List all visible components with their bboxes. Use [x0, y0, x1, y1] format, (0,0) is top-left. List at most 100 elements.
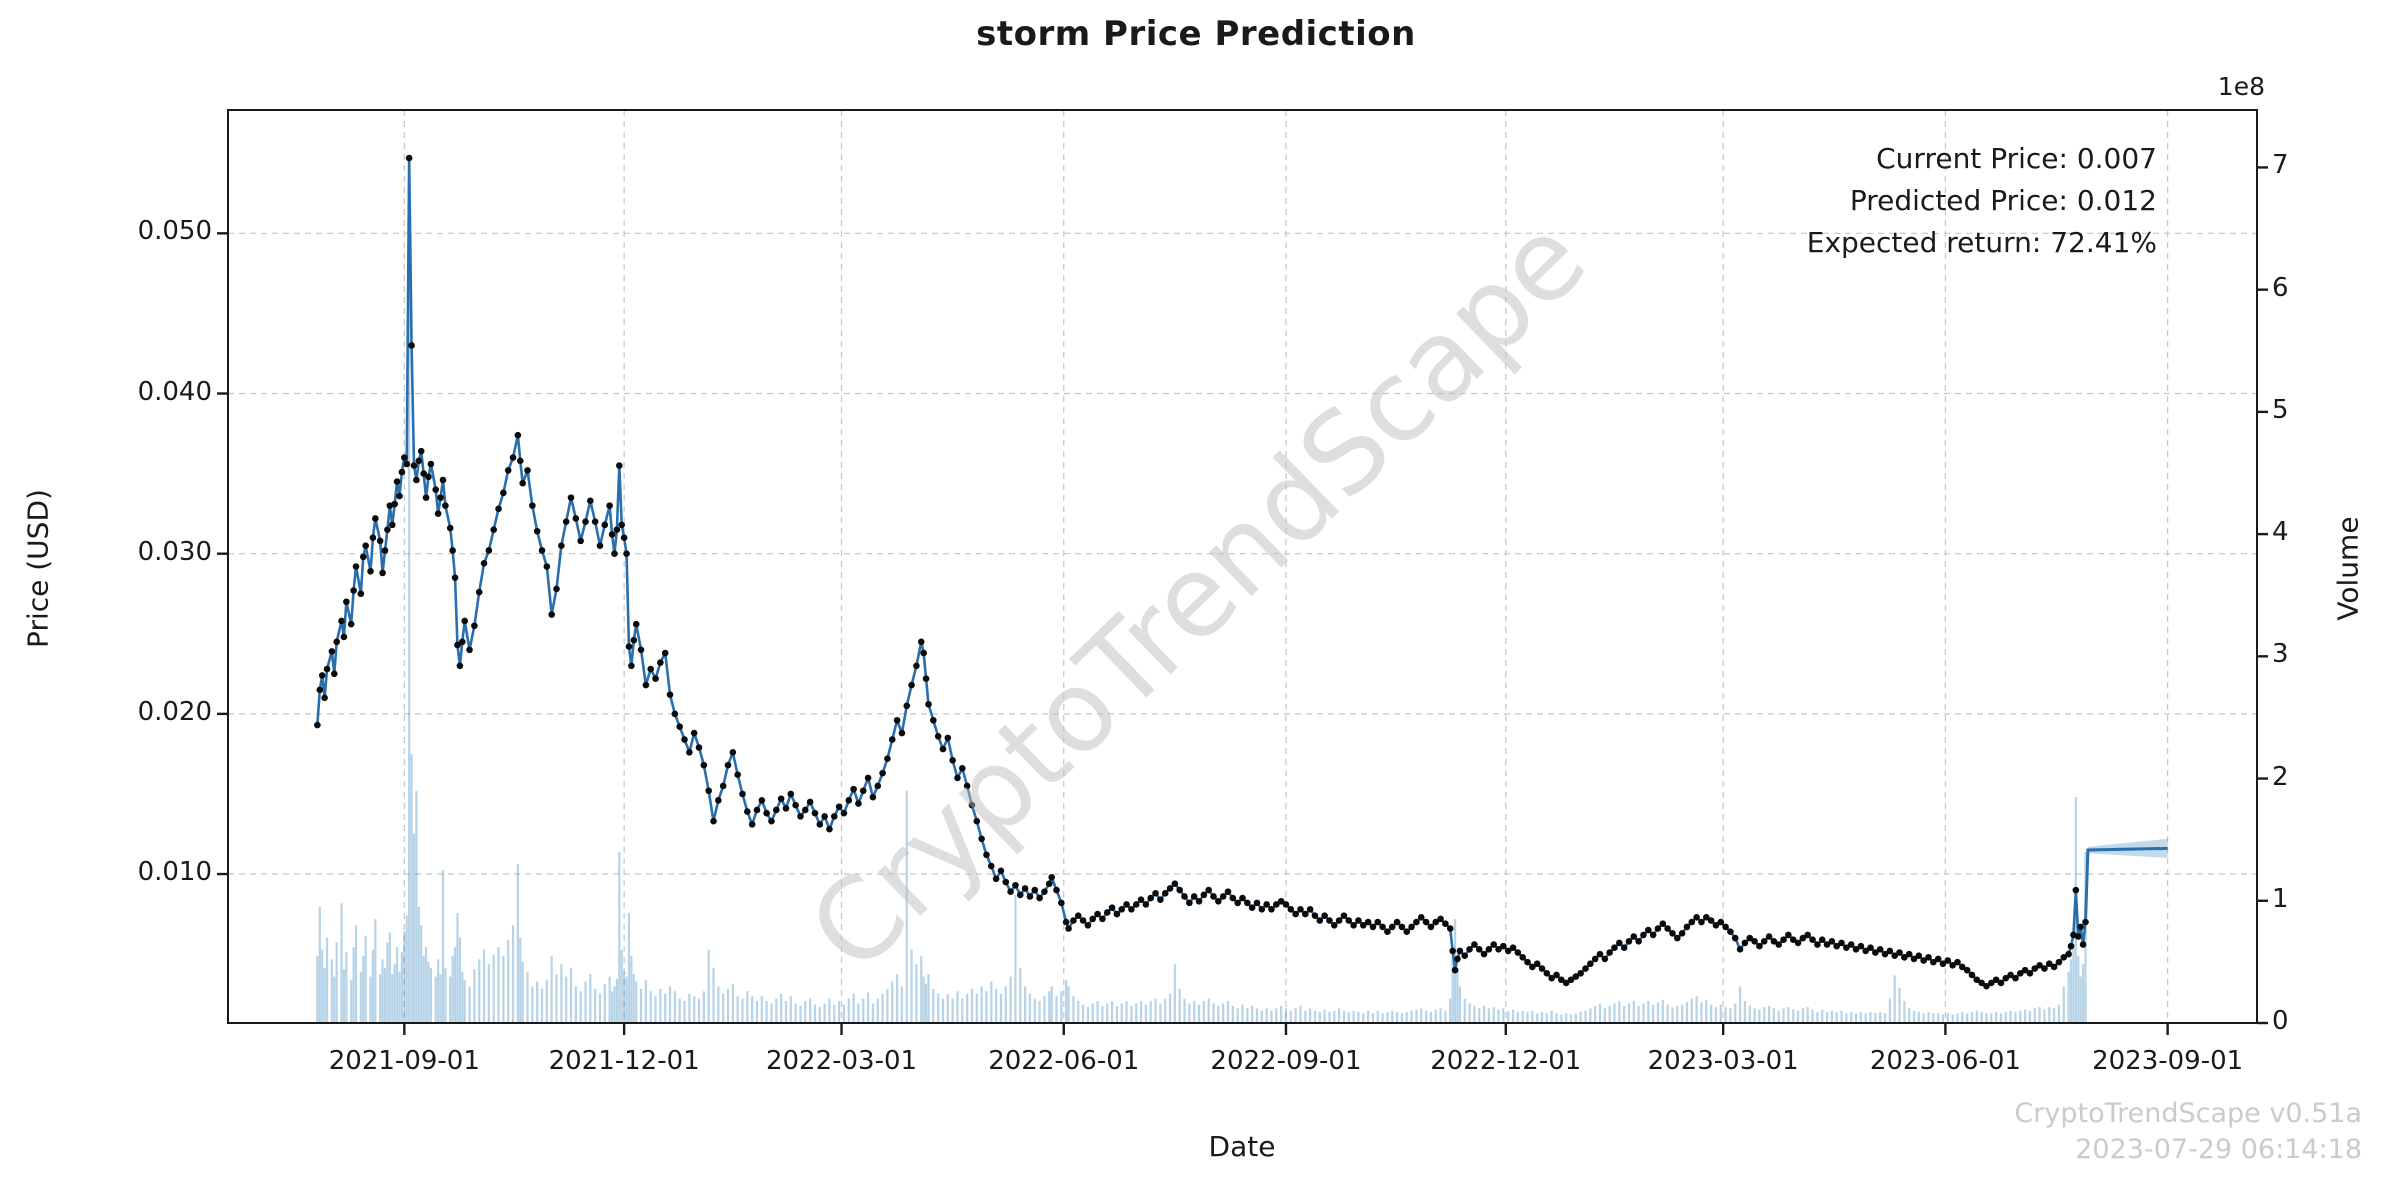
price-point [1234, 899, 1241, 907]
volume-bar [649, 991, 652, 1022]
price-point [567, 494, 575, 501]
price-point [1881, 950, 1889, 958]
volume-bar [1946, 1013, 1949, 1022]
volume-bar [1072, 996, 1075, 1022]
price-point [647, 665, 655, 673]
volume-bar [1956, 1013, 1959, 1022]
price-point [700, 761, 708, 769]
x-tick-label: 2023-03-01 [1647, 1046, 1799, 1076]
volume-bar [1521, 1010, 1524, 1022]
price-point [401, 454, 408, 461]
volume-bar [1550, 1010, 1553, 1022]
volume-bar [2048, 1007, 2051, 1022]
price-point [1016, 891, 1024, 899]
price-point [1147, 894, 1155, 902]
volume-bar [951, 998, 954, 1022]
price-point [323, 665, 331, 673]
price-point [1437, 915, 1444, 923]
volume-bar [1193, 1001, 1196, 1022]
volume-bar [717, 986, 720, 1022]
price-point [439, 476, 447, 484]
volume-bar [975, 993, 978, 1022]
volume-bar [1598, 1003, 1602, 1022]
volume-bar [1381, 1013, 1384, 1022]
volume-bar [1927, 1012, 1930, 1022]
volume-bar [731, 983, 734, 1022]
volume-bar [1342, 1010, 1346, 1022]
volume-bar [1405, 1012, 1408, 1022]
volume-bar [1449, 998, 1452, 1022]
volume-tick-label: 5 [2272, 394, 2289, 425]
price-point [1616, 939, 1623, 947]
volume-bar [871, 1003, 875, 1022]
price-point [1722, 923, 1729, 931]
volume-bar [359, 971, 362, 1022]
price-point [1664, 925, 1671, 932]
price-point [1760, 938, 1768, 945]
volume-bar [1202, 1001, 1205, 1022]
price-point [475, 588, 483, 596]
volume-bar [862, 998, 865, 1022]
volume-bar [574, 986, 577, 1022]
price-point [514, 431, 522, 439]
price-point [1562, 979, 1570, 987]
price-point [415, 457, 423, 465]
price-point [1548, 974, 1555, 982]
price-point [1867, 944, 1874, 952]
price-point [2031, 965, 2039, 972]
price-point [1263, 901, 1270, 908]
volume-bar [1526, 1012, 1529, 1022]
volume-bar [2053, 1008, 2056, 1022]
price-point [1538, 965, 1546, 972]
volume-bar [424, 947, 428, 1022]
price-point [787, 790, 795, 798]
price-point [509, 454, 517, 461]
price-point [1466, 946, 1473, 953]
price-point [516, 457, 524, 465]
volume-bar [1458, 986, 1461, 1022]
volume-bar [1482, 1005, 1486, 1022]
price-point [613, 526, 621, 533]
volume-bar [2057, 1004, 2061, 1022]
price-point [705, 787, 712, 795]
price-point [806, 798, 814, 806]
price-point [1330, 921, 1338, 929]
volume-bar [673, 991, 676, 1022]
price-point [454, 641, 461, 649]
price-point [1809, 936, 1816, 944]
volume-bar [1613, 1003, 1616, 1022]
volume-bar [1376, 1010, 1379, 1022]
price-point [2067, 942, 2075, 950]
volume-bar [400, 952, 404, 1022]
volume-bar [1879, 1012, 1882, 1022]
price-point [913, 662, 920, 670]
volume-bar [352, 947, 355, 1022]
volume-bar [412, 833, 416, 1022]
price-point [1157, 896, 1164, 903]
volume-bar [1618, 1001, 1621, 1022]
volume-bar [2014, 1012, 2017, 1022]
volume-bar [531, 986, 534, 1022]
volume-bar [985, 991, 988, 1022]
volume-tick-label: 4 [2272, 517, 2289, 548]
price-point [1306, 905, 1314, 913]
volume-bar [1753, 1008, 1756, 1022]
volume-bar [350, 980, 353, 1022]
price-point [620, 534, 628, 541]
volume-bar [516, 864, 519, 1022]
volume-bar [722, 993, 725, 1022]
volume-tick-label: 2 [2272, 761, 2289, 792]
price-point [533, 527, 541, 535]
price-point [1451, 966, 1459, 974]
price-point [1311, 912, 1319, 919]
volume-axis-offset-label: 1e8 [2217, 72, 2265, 101]
volume-bar [639, 988, 643, 1022]
x-tick-label: 2022-03-01 [765, 1046, 918, 1076]
volume-bar [345, 952, 348, 1022]
volume-bar [1135, 1003, 1138, 1022]
price-point [1449, 947, 1456, 955]
price-point [777, 795, 785, 803]
volume-bar [379, 974, 382, 1022]
volume-bar [1811, 1009, 1814, 1022]
